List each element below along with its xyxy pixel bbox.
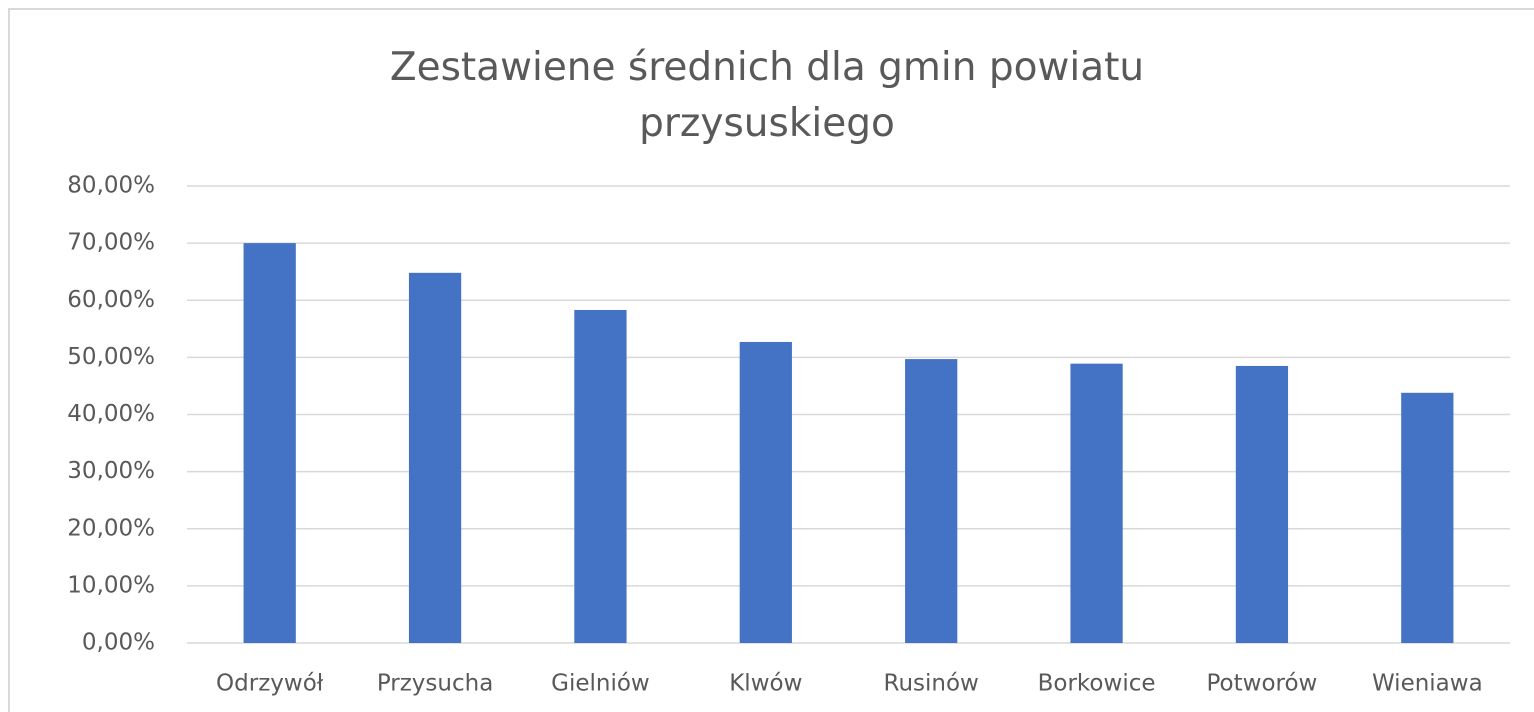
- chart-border: [8, 8, 1534, 712]
- x-tick-label: Rusinów: [884, 671, 979, 697]
- x-tick-label: Wieniawa: [1372, 671, 1483, 697]
- bar: [739, 341, 792, 643]
- y-tick-label: 10,00%: [67, 572, 155, 598]
- bar: [574, 309, 627, 643]
- bar: [1401, 392, 1454, 643]
- x-tick-label: Odrzywół: [216, 671, 324, 697]
- bar: [905, 359, 958, 643]
- y-tick-label: 20,00%: [67, 515, 155, 541]
- y-tick-label: 70,00%: [67, 230, 155, 256]
- x-tick-label: Klwów: [729, 671, 802, 697]
- y-tick-label: 50,00%: [67, 344, 155, 370]
- bar: [1235, 365, 1289, 643]
- y-tick-label: 60,00%: [67, 287, 155, 313]
- bar: [243, 243, 296, 643]
- y-tick-label: 40,00%: [67, 401, 155, 427]
- y-tick-label: 30,00%: [67, 458, 155, 484]
- chart-title-box: Zestawiene średnich dla gmin powiatu prz…: [0, 40, 1534, 152]
- y-tick-label: 0,00%: [82, 630, 155, 656]
- y-tick-label: 80,00%: [67, 173, 155, 199]
- x-tick-label: Borkowice: [1038, 671, 1156, 697]
- x-tick-label: Potworów: [1207, 671, 1318, 697]
- bar: [408, 272, 462, 643]
- bar: [1070, 363, 1123, 643]
- x-tick-label: Przysucha: [377, 671, 493, 697]
- x-tick-label: Gielniów: [551, 671, 650, 697]
- chart-title: Zestawiene średnich dla gmin powiatu prz…: [389, 45, 1145, 146]
